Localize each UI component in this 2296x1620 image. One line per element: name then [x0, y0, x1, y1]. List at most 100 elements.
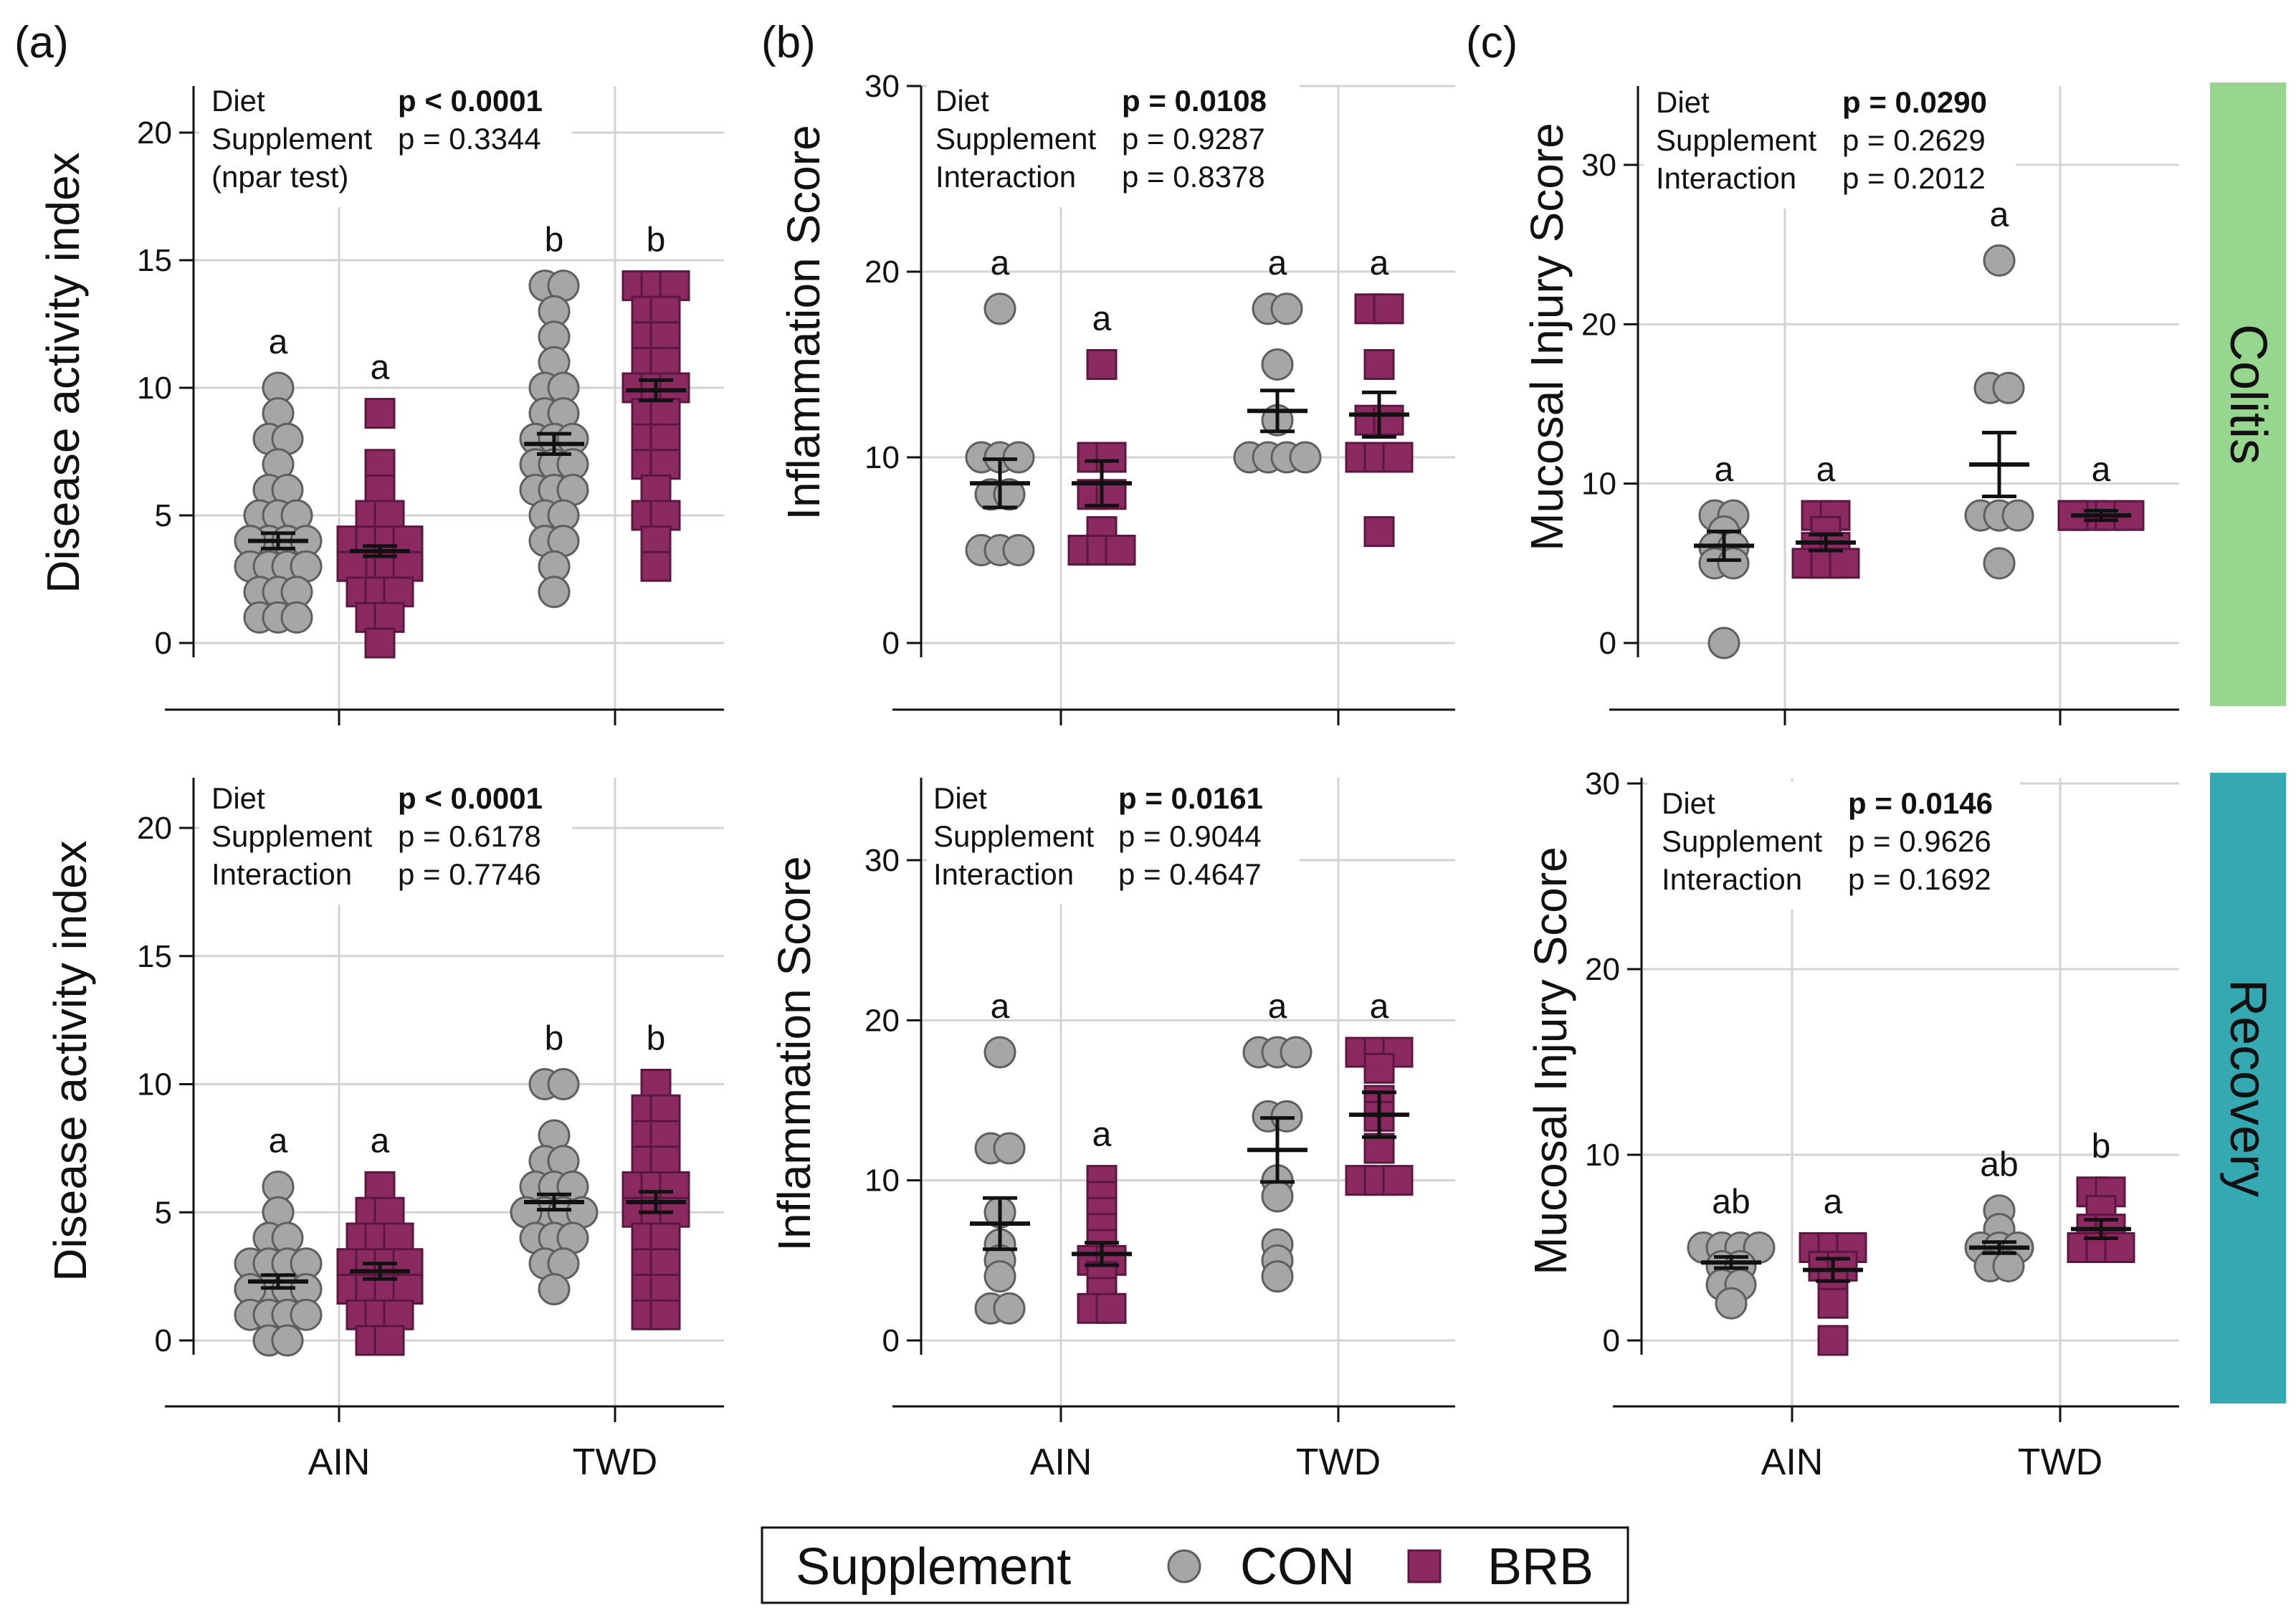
significance-letter: a: [1092, 300, 1112, 338]
data-point-con: [1002, 534, 1035, 566]
data-point-brb: [373, 601, 405, 633]
group-twd-brb: b: [2067, 1128, 2135, 1263]
stats-background: [1647, 781, 2020, 910]
data-point-con: [538, 1273, 571, 1305]
stat-p-value: p = 0.9287: [1122, 122, 1265, 156]
y-tick-label: 30: [1585, 766, 1620, 801]
stat-p-value: p = 0.2012: [1842, 161, 1986, 195]
data-point-brb: [659, 372, 690, 404]
y-axis-label: Inflammation Score: [778, 125, 829, 520]
stats-background: [927, 776, 1300, 905]
y-axis-label: Mucosal Injury Score: [1525, 847, 1576, 1275]
data-point-brb: [649, 1299, 681, 1330]
data-point-brb: [649, 295, 681, 327]
data-point-brb: [649, 1248, 681, 1280]
group-twd-brb: a: [2057, 451, 2145, 531]
data-point-brb: [640, 474, 672, 505]
stat-name: Interaction: [935, 160, 1076, 194]
group-twd-brb: a: [1345, 244, 1414, 548]
data-point-brb: [649, 449, 681, 480]
legend-con-marker: [1167, 1549, 1201, 1583]
legend-brb-label: BRB: [1487, 1538, 1594, 1596]
stat-name: Diet: [1662, 786, 1715, 820]
data-point-brb: [1363, 1052, 1395, 1084]
y-axis-label: Mucosal Injury Score: [1521, 123, 1573, 551]
colitis-label: Colitis: [2219, 324, 2277, 464]
significance-letter: a: [2092, 451, 2111, 489]
significance-letter: a: [991, 244, 1010, 282]
stat-p-value: p = 0.6178: [398, 819, 541, 853]
group-ain-con: a: [234, 323, 323, 634]
data-point-con: [538, 576, 571, 609]
group-twd-brb: b: [621, 221, 690, 582]
significance-letter: a: [1268, 244, 1287, 282]
data-point-brb: [373, 500, 405, 531]
significance-letter: a: [371, 1123, 390, 1161]
y-tick-label: 30: [864, 843, 900, 878]
panel-label: (a): [14, 18, 69, 67]
data-point-brb: [364, 398, 396, 429]
y-tick-label: 0: [1599, 626, 1616, 661]
recovery-band: [2210, 773, 2286, 1404]
y-tick-label: 15: [137, 939, 172, 974]
y-tick-label: 10: [864, 440, 900, 475]
data-point-brb: [1382, 442, 1414, 473]
stat-name: Supplement: [1656, 123, 1816, 157]
stat-p-value: p = 0.4647: [1118, 857, 1262, 891]
data-point-brb: [649, 1094, 681, 1125]
data-point-con: [983, 1036, 1016, 1069]
x-tick-label: TWD: [2018, 1442, 2102, 1483]
data-point-con: [1289, 441, 1322, 474]
stat-name: Diet: [211, 84, 265, 118]
data-point-brb: [1817, 1325, 1849, 1356]
colitis-band: [2210, 82, 2286, 706]
stat-p-value: p < 0.0001: [398, 84, 543, 118]
panel-label: (b): [761, 18, 816, 67]
group-twd-brb: a: [1345, 988, 1414, 1196]
stat-name: Interaction: [1656, 161, 1796, 195]
legend-box: [761, 1526, 1629, 1604]
recovery-label: Recovery: [2219, 979, 2277, 1197]
stat-name: (npar test): [211, 160, 348, 194]
data-point-brb: [392, 551, 424, 582]
data-point-brb: [373, 1325, 405, 1356]
significance-letter: a: [1370, 988, 1389, 1026]
data-point-brb: [364, 1171, 396, 1202]
significance-letter: a: [1824, 1183, 1843, 1221]
data-point-brb: [1363, 516, 1395, 548]
data-point-con: [983, 1260, 1016, 1293]
y-axis-label: Inflammation Score: [768, 856, 820, 1251]
stat-name: Interaction: [211, 857, 352, 891]
stat-name: Diet: [935, 84, 989, 118]
data-point-brb: [1095, 1292, 1127, 1324]
significance-letter: b: [545, 221, 564, 259]
data-point-con: [1983, 547, 2016, 580]
data-point-con: [2001, 499, 2034, 532]
data-point-brb: [1817, 1287, 1849, 1319]
data-point-brb: [1382, 1165, 1414, 1196]
group-ain-con: ab: [1687, 1183, 1776, 1320]
group-ain-brb: a: [1791, 451, 1860, 579]
data-point-brb: [649, 346, 681, 378]
data-point-con: [1270, 292, 1303, 325]
stat-p-value: p = 0.9626: [1848, 824, 1991, 858]
significance-letter: b: [647, 1020, 666, 1058]
group-twd-con: b: [510, 1020, 599, 1305]
stat-p-value: p = 0.0108: [1122, 84, 1267, 118]
y-tick-label: 30: [1581, 148, 1616, 183]
stat-p-value: p = 0.0146: [1848, 786, 1993, 820]
y-tick-label: 10: [1585, 1138, 1620, 1173]
y-tick-label: 0: [882, 626, 900, 661]
stat-name: Diet: [1656, 85, 1710, 119]
data-point-con: [1707, 626, 1740, 659]
data-point-brb: [373, 1196, 405, 1228]
data-point-brb: [392, 1274, 424, 1305]
data-point-brb: [1829, 548, 1860, 579]
significance-letter: b: [545, 1020, 564, 1058]
y-tick-label: 10: [1581, 467, 1616, 502]
stat-p-value: p = 0.1692: [1848, 862, 1991, 896]
x-tick-label: TWD: [573, 1442, 657, 1483]
data-point-brb: [364, 474, 396, 505]
